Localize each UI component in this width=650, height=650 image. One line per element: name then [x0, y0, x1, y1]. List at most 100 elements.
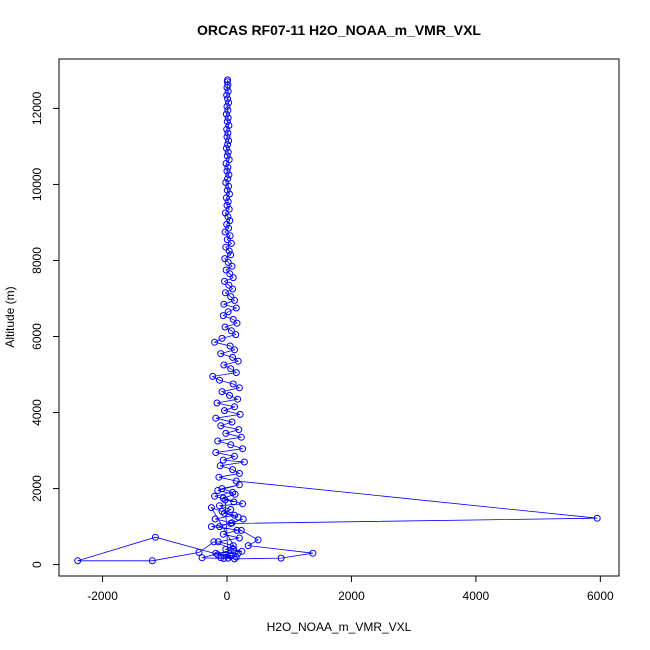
data-point [223, 91, 231, 99]
data-point [277, 554, 285, 562]
data-point [224, 198, 232, 206]
data-point [232, 553, 240, 561]
data-point [151, 533, 159, 541]
data-point [148, 557, 156, 565]
data-point [224, 258, 232, 266]
data-point [230, 498, 238, 506]
x-tick-label: 2000 [338, 589, 365, 603]
data-point [221, 228, 229, 236]
data-point [223, 236, 231, 244]
data-point [214, 538, 222, 546]
data-point [228, 418, 236, 426]
data-point [219, 494, 227, 502]
data-point [222, 144, 230, 152]
data-point [217, 422, 225, 430]
data-point [220, 300, 228, 308]
data-point [221, 407, 228, 415]
data-point [225, 247, 233, 255]
data-point [229, 285, 237, 293]
data-point [225, 281, 233, 289]
data-point [593, 514, 601, 522]
x-axis: -2000 0 2000 4000 6000 [87, 575, 614, 603]
y-tick-label: 4000 [30, 399, 44, 426]
data-point [231, 403, 238, 411]
data-point [217, 554, 225, 562]
data-point [223, 167, 231, 175]
data-point [229, 315, 237, 323]
data-point [74, 557, 82, 565]
data-point [234, 513, 242, 521]
data-point [233, 526, 241, 534]
data-point [223, 186, 231, 194]
data-point [227, 506, 235, 513]
data-point [223, 152, 231, 160]
data-point [240, 458, 248, 466]
data-point [222, 545, 230, 553]
data-point [224, 141, 232, 148]
y-tick-label: 0 [30, 561, 44, 568]
data-point [211, 338, 219, 346]
data-point [229, 542, 237, 550]
data-point [221, 289, 229, 297]
data-point [254, 536, 262, 544]
data-point [232, 331, 240, 339]
data-point [236, 410, 244, 418]
data-point [207, 523, 215, 531]
data-point [210, 538, 218, 546]
data-point [216, 502, 223, 510]
data-point [235, 469, 243, 477]
data-point [224, 213, 232, 221]
data-point [218, 485, 226, 493]
data-point [235, 384, 243, 392]
data-point [216, 462, 224, 470]
data-point [216, 376, 223, 384]
data-point [237, 433, 245, 441]
data-point [226, 342, 234, 350]
data-point [221, 496, 229, 504]
data-point [209, 372, 217, 380]
x-axis-label: H2O_NOAA_m_VMR_VXL [267, 620, 412, 634]
data-point [224, 87, 232, 95]
data-point [227, 327, 235, 335]
data-point [215, 473, 223, 481]
data-point [213, 399, 221, 407]
data-point [223, 220, 231, 228]
data-point [225, 224, 233, 232]
data-point [234, 395, 242, 403]
data-point [222, 160, 230, 167]
data-series [74, 76, 601, 565]
x-tick-label: 4000 [463, 589, 490, 603]
data-point [212, 549, 220, 557]
data-point [229, 353, 237, 361]
data-point [235, 534, 243, 542]
data-point [229, 274, 237, 282]
data-point [221, 509, 228, 517]
y-axis-label: Altitude (m) [3, 286, 17, 347]
data-point [224, 175, 232, 183]
data-point [225, 171, 233, 179]
data-point [223, 118, 231, 126]
data-point [222, 194, 230, 202]
data-point [225, 99, 233, 107]
plot-frame [58, 58, 620, 577]
data-point [233, 319, 241, 327]
data-point [224, 95, 232, 103]
data-point [225, 205, 233, 213]
data-point [216, 523, 223, 531]
data-point [218, 334, 226, 342]
chart-title: ORCAS RF07-11 H2O_NOAA_m_VMR_VXL [197, 22, 481, 38]
data-point [231, 346, 238, 354]
data-point [221, 323, 229, 331]
data-point [214, 437, 222, 445]
data-point [223, 201, 231, 209]
x-tick-label: -2000 [87, 589, 118, 603]
data-point [207, 504, 215, 512]
data-point [231, 511, 238, 519]
y-tick-label: 12000 [30, 91, 44, 125]
data-point [231, 490, 239, 498]
data-point [222, 429, 230, 437]
data-point [212, 449, 220, 456]
data-point [224, 163, 232, 171]
y-tick-label: 8000 [30, 247, 44, 274]
data-point [218, 388, 226, 396]
